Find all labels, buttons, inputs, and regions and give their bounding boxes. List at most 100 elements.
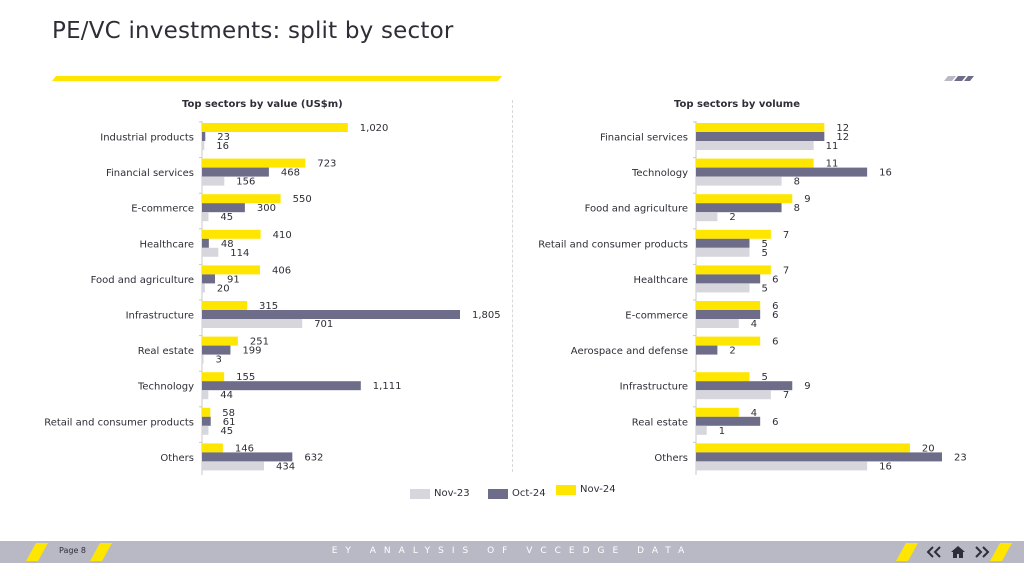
footer-decoration <box>26 543 1012 561</box>
value-chart-title: Top sectors by value (US$m) <box>182 99 343 110</box>
value-bar-oct24 <box>202 238 209 248</box>
volume-bar-oct24 <box>696 274 761 284</box>
value-bar-oct24 <box>202 345 231 355</box>
value-category-label: Financial services <box>106 168 194 179</box>
volume-data-label: 23 <box>954 452 967 463</box>
value-bar-nov23 <box>202 354 204 364</box>
volume-data-label: 9 <box>804 381 810 392</box>
value-data-label: 146 <box>235 443 254 454</box>
value-category-label: Retail and consumer products <box>44 417 194 428</box>
volume-bar-nov23 <box>696 425 707 435</box>
volume-bar-nov24 <box>696 265 771 275</box>
volume-category-label: Real estate <box>632 417 688 428</box>
value-bar-nov23 <box>202 283 205 293</box>
volume-data-label: 8 <box>794 177 800 188</box>
legend-label-nov24: Nov-24 <box>580 484 616 495</box>
value-data-label: 1,111 <box>373 381 402 392</box>
value-data-label: 468 <box>281 168 300 179</box>
volume-chart-title: Top sectors by volume <box>674 99 800 110</box>
value-data-label: 61 <box>223 417 236 428</box>
volume-data-label: 20 <box>922 443 935 454</box>
value-bar-nov23 <box>202 319 303 328</box>
volume-category-label: Infrastructure <box>620 382 688 393</box>
value-data-label: 550 <box>293 194 312 205</box>
value-bar-oct24 <box>202 203 245 213</box>
volume-data-label: 5 <box>761 283 767 294</box>
volume-data-label: 4 <box>751 319 757 330</box>
volume-category-label: Food and agriculture <box>585 204 688 215</box>
volume-data-label: 9 <box>804 194 810 205</box>
volume-bar-oct24 <box>696 203 782 213</box>
volume-data-label: 4 <box>751 408 757 419</box>
volume-data-label: 11 <box>826 141 839 152</box>
value-bar-nov23 <box>202 390 209 400</box>
volume-bar-oct24 <box>696 381 793 391</box>
value-bar-nov24 <box>202 336 238 346</box>
volume-category-label: Retail and consumer products <box>538 239 688 250</box>
value-data-label: 156 <box>236 177 255 188</box>
volume-category-label: E-commerce <box>625 311 688 322</box>
value-bar-nov24 <box>202 265 261 275</box>
value-data-label: 701 <box>314 319 333 330</box>
volume-bar-nov23 <box>696 461 868 471</box>
volume-data-label: 5 <box>761 248 767 259</box>
volume-bar-oct24 <box>696 132 825 141</box>
title-underline-accent <box>52 76 974 81</box>
value-data-label: 155 <box>236 372 255 383</box>
value-data-label: 1,805 <box>472 310 501 321</box>
volume-data-label: 6 <box>772 301 778 312</box>
value-bar-nov23 <box>202 247 219 257</box>
legend: Nov-23 Oct-24 Nov-24 <box>0 484 1024 507</box>
value-bar-oct24 <box>202 167 269 177</box>
volume-bar-nov23 <box>696 247 750 257</box>
value-category-label: Real estate <box>138 346 194 357</box>
volume-bar-nov24 <box>696 301 761 310</box>
nav-icons <box>924 542 992 562</box>
volume-category-label: Financial services <box>600 133 688 144</box>
volume-bar-oct24 <box>696 416 761 426</box>
value-data-label: 58 <box>222 408 235 419</box>
previous-page-button[interactable] <box>924 542 944 562</box>
home-button[interactable] <box>948 542 968 562</box>
next-page-button[interactable] <box>972 542 992 562</box>
volume-bar-nov23 <box>696 390 771 400</box>
volume-data-label: 6 <box>772 417 778 428</box>
value-data-label: 410 <box>273 230 292 241</box>
volume-data-label: 12 <box>836 132 849 143</box>
value-category-label: Healthcare <box>139 239 194 250</box>
volume-data-label: 6 <box>772 274 778 285</box>
value-data-label: 20 <box>217 283 230 294</box>
volume-data-label: 8 <box>794 203 800 214</box>
volume-data-label: 2 <box>729 346 735 357</box>
value-data-label: 45 <box>220 212 233 223</box>
value-data-label: 1,020 <box>360 123 389 134</box>
value-data-label: 300 <box>257 203 276 214</box>
value-category-label: Infrastructure <box>126 311 194 322</box>
volume-data-label: 6 <box>772 310 778 321</box>
volume-bar-nov24 <box>696 123 825 132</box>
value-data-label: 3 <box>216 355 222 366</box>
value-data-label: 91 <box>227 274 240 285</box>
footer-source-text: EY ANALYSIS OF VCCEDGE DATA <box>331 546 693 556</box>
volume-bar-nov24 <box>696 443 910 453</box>
volume-bar-oct24 <box>696 345 718 355</box>
volume-bar-nov24 <box>696 336 761 346</box>
value-data-label: 16 <box>216 141 229 152</box>
volume-bar-nov23 <box>696 141 814 150</box>
volume-data-label: 2 <box>729 212 735 223</box>
value-bar-oct24 <box>202 452 293 462</box>
volume-data-label: 5 <box>761 239 767 250</box>
volume-bar-nov24 <box>696 372 750 382</box>
volume-data-label: 16 <box>879 168 892 179</box>
value-bar-oct24 <box>202 310 460 319</box>
value-bar-nov24 <box>202 372 225 382</box>
volume-data-label: 16 <box>879 461 892 472</box>
value-bar-nov24 <box>202 123 348 132</box>
value-bar-oct24 <box>202 381 361 391</box>
value-category-label: Industrial products <box>100 133 194 144</box>
value-data-label: 434 <box>276 461 295 472</box>
value-data-label: 23 <box>217 132 230 143</box>
volume-bar-oct24 <box>696 452 942 462</box>
value-data-label: 315 <box>259 301 278 312</box>
